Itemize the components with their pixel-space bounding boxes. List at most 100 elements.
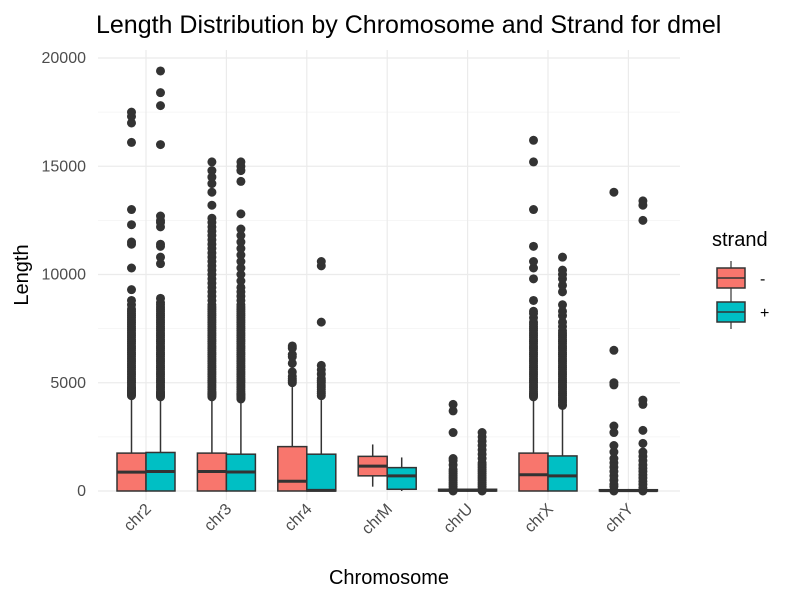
- outlier-point: [448, 428, 458, 438]
- outlier-point: [156, 293, 165, 303]
- outlier-point: [609, 428, 619, 438]
- outlier-point: [529, 257, 538, 267]
- outlier-point: [287, 350, 297, 360]
- outlier-point: [156, 239, 165, 249]
- outlier-point: [236, 257, 246, 267]
- legend-label: +: [760, 305, 769, 322]
- chart-title: Length Distribution by Chromosome and St…: [96, 11, 721, 39]
- box-chr4-minus: [277, 341, 308, 492]
- outlier-point: [236, 282, 246, 292]
- y-tick-label: 10000: [42, 267, 87, 284]
- outlier-point: [156, 88, 165, 98]
- outlier-point: [448, 399, 458, 409]
- legend: strand - +: [712, 229, 769, 329]
- outlier-point: [638, 425, 648, 435]
- box-chrU-minus: [437, 399, 469, 496]
- outlier-point: [236, 224, 246, 234]
- y-tick-label: 0: [77, 483, 86, 500]
- outlier-point: [529, 306, 538, 316]
- box-chrY-minus: [598, 187, 630, 496]
- outlier-point: [207, 166, 217, 176]
- box-chr3-plus: [225, 157, 257, 492]
- outlier-point: [156, 211, 165, 221]
- outlier-point: [127, 295, 136, 305]
- outlier-point: [236, 157, 246, 167]
- box-chr4-plus: [306, 257, 337, 492]
- outlier-point: [127, 220, 136, 230]
- box-chrM-minus: [357, 444, 388, 487]
- x-tick-label: chrU: [441, 501, 477, 537]
- outlier-point: [207, 172, 217, 182]
- outlier-point: [207, 213, 217, 223]
- box-chr3-minus: [196, 157, 228, 492]
- outlier-point: [207, 179, 217, 189]
- outlier-point: [236, 276, 246, 286]
- outlier-point: [127, 237, 136, 247]
- outlier-point: [558, 280, 567, 290]
- outlier-point: [529, 263, 538, 273]
- x-tick-label: chrM: [359, 501, 396, 538]
- outlier-point: [609, 421, 619, 431]
- outlier-point: [609, 187, 619, 197]
- outlier-point: [207, 157, 217, 167]
- x-axis-title: Chromosome: [329, 567, 449, 589]
- outlier-point: [609, 447, 619, 457]
- outlier-point: [236, 209, 246, 219]
- box-chrM-plus: [386, 457, 417, 491]
- outlier-point: [529, 241, 538, 251]
- outlier-point: [127, 263, 136, 273]
- outlier-point: [236, 270, 246, 279]
- box-iqr: [518, 452, 549, 492]
- x-tick-label: chr4: [282, 501, 316, 535]
- outlier-point: [127, 107, 136, 117]
- outlier-point: [558, 265, 567, 275]
- legend-key: [716, 261, 746, 295]
- outlier-point: [156, 101, 165, 111]
- outlier-point: [316, 257, 326, 267]
- box-chr2-minus: [116, 107, 147, 492]
- legend-key: [716, 295, 746, 329]
- outlier-point: [558, 252, 567, 262]
- box-chrU-plus: [466, 428, 498, 496]
- box-iqr: [547, 455, 578, 492]
- box-chrY-plus: [627, 196, 659, 496]
- outlier-point: [609, 454, 619, 464]
- box-iqr: [386, 466, 417, 491]
- outlier-point: [316, 360, 326, 370]
- outlier-point: [236, 250, 246, 260]
- y-tick-label: 5000: [50, 375, 86, 392]
- outlier-point: [529, 135, 538, 145]
- box-chr2-plus: [145, 66, 176, 492]
- outlier-point: [529, 157, 538, 167]
- outlier-point: [236, 231, 246, 241]
- boxes: [116, 66, 659, 496]
- outlier-point: [156, 66, 165, 76]
- outlier-point: [477, 428, 487, 438]
- y-axis-title: Length: [11, 244, 33, 305]
- outlier-point: [638, 395, 648, 405]
- x-tick-label: chr2: [121, 501, 155, 535]
- outlier-point: [448, 454, 458, 464]
- outlier-point: [127, 137, 136, 147]
- outlier-point: [156, 259, 165, 269]
- outlier-point: [156, 140, 165, 150]
- outlier-point: [558, 300, 567, 310]
- box-chrX-minus: [518, 135, 549, 492]
- legend-title: strand: [712, 229, 768, 251]
- outlier-point: [558, 287, 567, 297]
- outlier-point: [558, 306, 567, 316]
- box-chrX-plus: [547, 252, 578, 492]
- grid: [98, 50, 680, 500]
- outlier-point: [529, 295, 538, 305]
- outlier-point: [448, 406, 458, 416]
- y-tick-label: 15000: [42, 158, 87, 175]
- outlier-point: [207, 200, 217, 210]
- outlier-point: [638, 447, 648, 457]
- outlier-point: [638, 215, 648, 225]
- x-tick-label: chrY: [602, 501, 638, 537]
- x-tick-label: chr3: [201, 501, 235, 535]
- y-tick-label: 20000: [42, 50, 87, 67]
- outlier-point: [558, 317, 567, 327]
- outlier-point: [638, 438, 648, 448]
